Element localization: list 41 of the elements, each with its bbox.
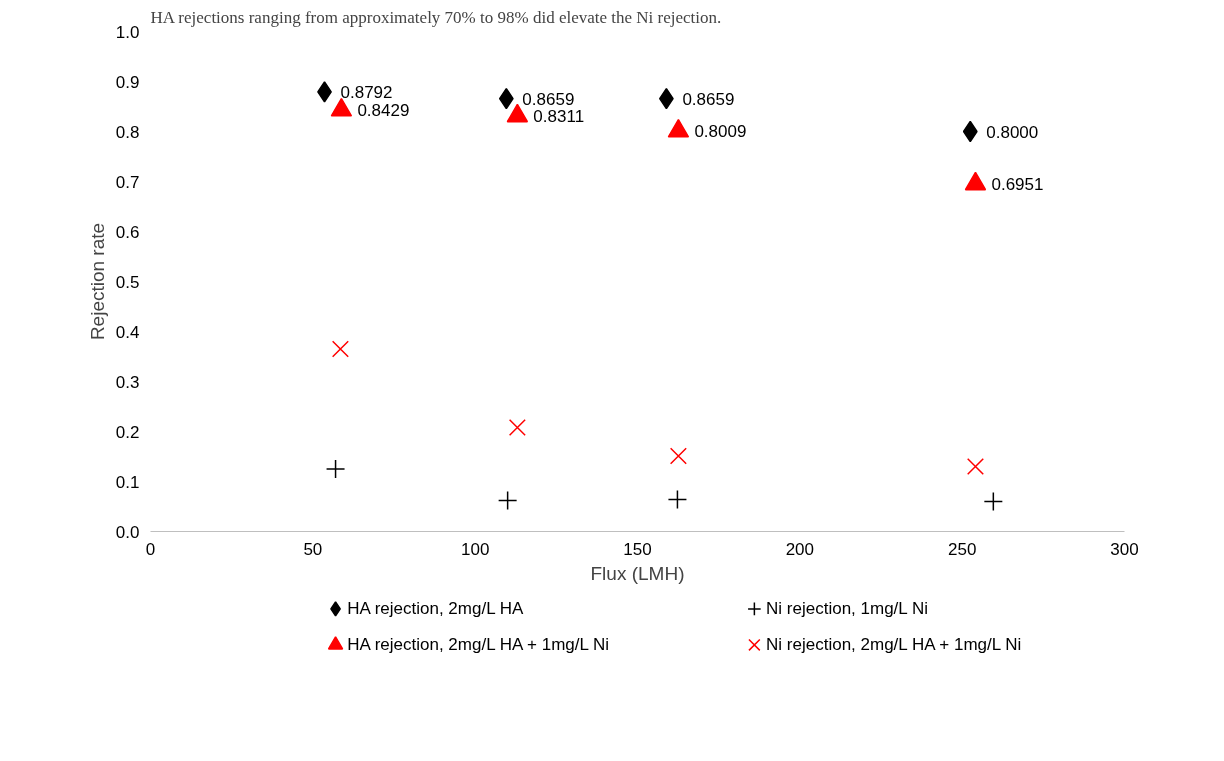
y-tick-label: 0.1 [115,472,140,492]
legend-label: Ni rejection, 2mg/L HA + 1mg/L Ni [766,635,1022,655]
x-tick-label: 300 [1110,539,1139,559]
data-label: 0.8009 [694,122,747,142]
data-label: 0.8311 [533,106,585,126]
data-label: 0.8000 [986,122,1039,142]
y-tick-label: 0.0 [115,522,140,542]
point [331,340,349,358]
point [497,490,518,511]
point [983,491,1004,512]
y-tick-label: 0.5 [115,272,140,292]
legend-label: HA rejection, 2mg/L HA [347,599,524,619]
data-label: 0.6951 [991,174,1044,194]
x-tick-label: 250 [947,539,977,559]
point [966,457,985,476]
x-axis-title: Flux (LMH) [590,562,685,584]
legend-label: Ni rejection, 1mg/L Ni [766,599,928,619]
data-label: 0.8659 [682,89,735,109]
data-label: 0.8792 [340,82,393,102]
x-tick-label: 50 [303,539,323,559]
x-tick-label: 200 [785,539,815,559]
x-tick-label: 150 [623,539,652,559]
x-tick-label: 0 [145,539,156,559]
point [325,459,346,479]
data-label: 0.8659 [522,89,575,109]
y-axis-title: Rejection rate [86,222,108,341]
point [508,418,526,437]
data-label: 0.8429 [357,101,410,121]
x-tick-label: 100 [460,539,490,559]
y-tick-label: 0.7 [115,172,140,192]
point [667,489,688,510]
point [669,447,687,465]
legend-label: HA rejection, 2mg/L HA + 1mg/L Ni [347,635,610,655]
y-tick-label: 0.8 [115,122,140,142]
y-tick-label: 0.4 [115,322,140,342]
y-tick-label: 0.9 [115,72,140,92]
y-tick-label: 0.6 [115,222,140,242]
text: HA rejections ranging from approximately 70% to 98% did elevate the Ni rejection. [150,7,722,27]
y-tick-label: 1.0 [115,22,140,42]
y-tick-label: 0.2 [115,422,140,442]
y-tick-label: 0.3 [115,372,140,392]
